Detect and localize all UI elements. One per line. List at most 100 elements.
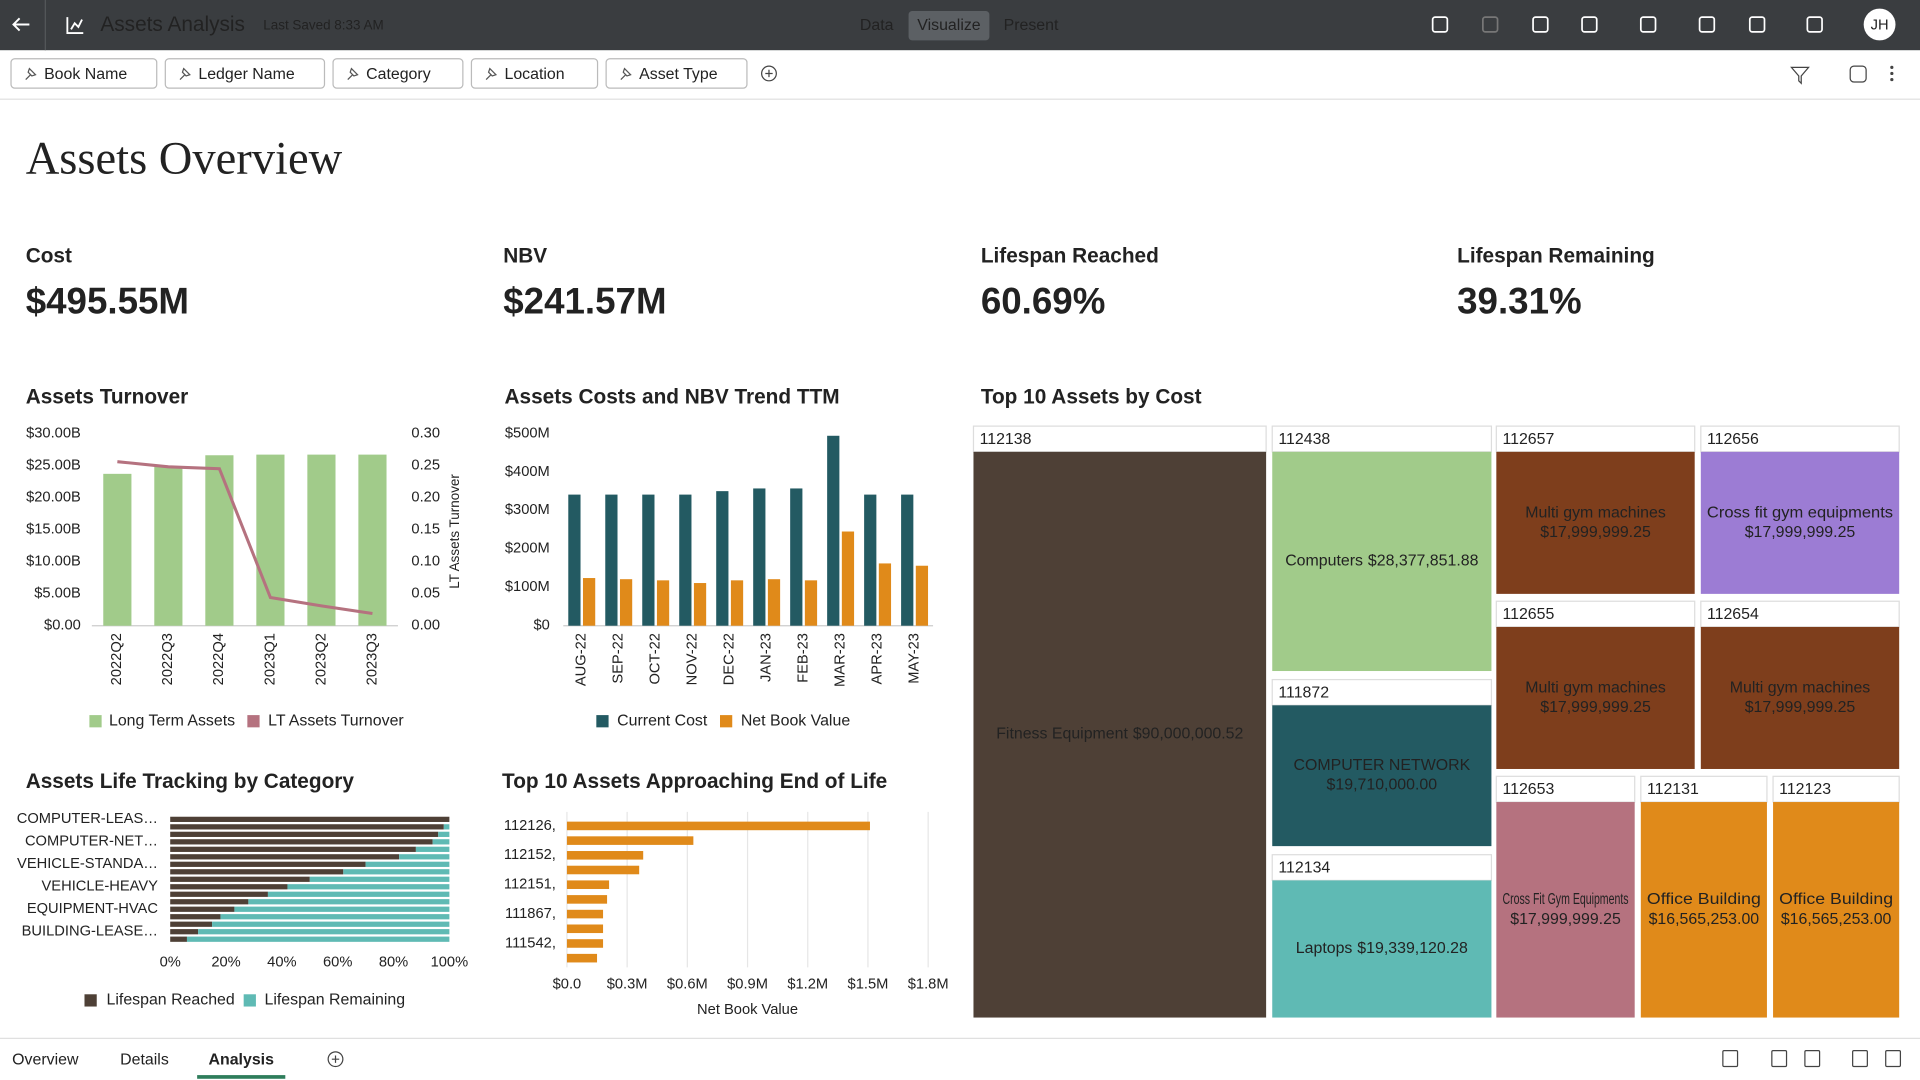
toolbar-icon[interactable] <box>1482 16 1499 33</box>
y2-tick-label: 0.15 <box>411 521 440 537</box>
bar <box>827 435 840 626</box>
y-tick-label: $300M <box>505 502 550 518</box>
tile <box>1496 626 1695 769</box>
bar <box>358 454 387 626</box>
bar <box>566 880 610 889</box>
toolbar-icon[interactable] <box>1532 16 1549 33</box>
menu-dot <box>1890 65 1894 69</box>
tile-label: Fitness Equipment $90,000,000.52 <box>996 726 1243 743</box>
back-button[interactable] <box>12 17 30 32</box>
tile-name: Multi gym machines <box>1525 504 1666 521</box>
tab[interactable]: Overview <box>12 1052 79 1069</box>
filter-label[interactable]: Category <box>366 66 431 83</box>
x-tick-label: FEB-23 <box>796 633 812 683</box>
x-tick-label: $0.3M <box>607 976 648 992</box>
x-tick-label: $1.2M <box>787 976 828 992</box>
tile-header <box>1495 425 1696 453</box>
footer-icon[interactable] <box>1852 1050 1868 1068</box>
footer-icon[interactable] <box>1804 1050 1821 1068</box>
y-tick-label: 112151, <box>504 877 556 893</box>
filter-pill[interactable] <box>10 58 158 89</box>
x-tick-label: 2023Q3 <box>364 633 380 685</box>
kpi-label: Cost <box>26 245 72 268</box>
tile-id: 112438 <box>1278 431 1330 448</box>
pin-icon <box>25 67 37 81</box>
bar <box>878 563 892 626</box>
x-tick-label: $1.5M <box>848 976 889 992</box>
filter-label[interactable]: Book Name <box>44 66 127 83</box>
tile <box>1272 451 1492 672</box>
tile-header <box>1772 775 1900 803</box>
bar <box>605 494 618 626</box>
bar-segment <box>198 929 450 935</box>
footer-icon[interactable] <box>1771 1050 1788 1068</box>
nav-item[interactable]: Data <box>860 17 894 34</box>
tile-header <box>1700 600 1900 628</box>
legend-label: Lifespan Reached <box>107 992 235 1009</box>
toolbar-icon[interactable] <box>1748 16 1766 33</box>
x-tick-label: 2022Q4 <box>211 633 227 685</box>
bar-segment <box>248 899 450 905</box>
x-tick-label: 2023Q1 <box>262 633 278 685</box>
bar-segment <box>170 914 221 920</box>
toolbar-icon[interactable] <box>1698 16 1716 33</box>
last-saved: Last Saved 8:33 AM <box>263 17 383 32</box>
tile-header <box>1271 425 1493 453</box>
tile-name: Computers <box>1285 553 1363 570</box>
toolbar-icon[interactable] <box>1581 16 1598 33</box>
bar-segment <box>309 876 450 882</box>
toolbar-icon[interactable] <box>1806 16 1823 33</box>
tile <box>973 451 1267 1018</box>
filter-label[interactable]: Ledger Name <box>198 66 295 83</box>
tab[interactable]: Analysis <box>209 1052 275 1069</box>
add-filter[interactable] <box>761 65 777 82</box>
bar-segment <box>170 861 366 867</box>
nav-active <box>908 11 990 41</box>
toolbar-icon[interactable] <box>1639 16 1657 33</box>
filter-label[interactable]: Asset Type <box>639 66 718 83</box>
tile <box>1496 802 1635 1018</box>
legend-swatch <box>89 715 102 728</box>
tile-name: Cross fit gym equipments <box>1707 504 1893 521</box>
tile-header <box>972 425 1267 453</box>
toolbar-icon[interactable] <box>1431 16 1449 33</box>
nav-item[interactable]: Present <box>1004 17 1059 34</box>
y-tick-label: VEHICLE-STANDA… <box>17 856 158 872</box>
filter-pill[interactable] <box>470 58 599 89</box>
x-tick-label: NOV-22 <box>685 633 701 685</box>
tile-name: Multi gym machines <box>1525 679 1666 696</box>
avatar-initials: JH <box>1871 18 1889 34</box>
bar <box>716 491 729 626</box>
x-tick-label: AUG-22 <box>574 633 590 686</box>
x-tick-label: 20% <box>211 954 240 970</box>
tile-label: Laptops $19,339,120.28 <box>1296 940 1468 957</box>
kpi-label: Lifespan Remaining <box>1457 245 1655 268</box>
bar-segment <box>170 899 249 905</box>
menu-dot <box>1890 71 1894 76</box>
filter-label[interactable]: Location <box>504 66 564 83</box>
settings-icon[interactable] <box>1849 65 1867 83</box>
filter-icon[interactable] <box>1790 66 1810 85</box>
add-tab-plus <box>331 1055 340 1063</box>
bar-segment <box>170 906 235 912</box>
x-tick-label: JAN-23 <box>759 633 775 682</box>
add-tab[interactable] <box>327 1051 344 1068</box>
bar <box>103 473 132 626</box>
footer-icon[interactable] <box>1722 1050 1739 1068</box>
bar-segment <box>438 831 450 837</box>
bar <box>679 494 692 626</box>
filter-pill[interactable] <box>164 58 326 89</box>
bar <box>619 579 633 626</box>
bar <box>656 580 670 626</box>
filter-pill[interactable] <box>605 58 748 89</box>
nav-item[interactable]: Visualize <box>917 17 981 34</box>
avatar[interactable] <box>1863 8 1896 41</box>
tile-name: Office Building <box>1779 891 1893 908</box>
filter-pill[interactable] <box>332 58 464 89</box>
footer-icon[interactable] <box>1885 1050 1902 1068</box>
x-tick-label: MAR-23 <box>832 633 848 687</box>
bar-segment <box>170 884 288 890</box>
tile-value: $28,377,851.88 <box>1368 553 1479 570</box>
tab[interactable]: Details <box>120 1052 169 1069</box>
